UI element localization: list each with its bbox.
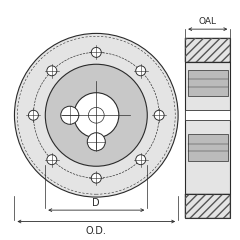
Bar	[188, 134, 228, 161]
Bar	[185, 62, 230, 194]
Circle shape	[154, 110, 164, 120]
Polygon shape	[185, 194, 230, 218]
Circle shape	[29, 110, 38, 120]
Circle shape	[47, 66, 57, 76]
Bar	[188, 70, 228, 96]
Circle shape	[87, 133, 105, 151]
Circle shape	[91, 48, 101, 57]
Circle shape	[91, 173, 101, 183]
Circle shape	[136, 66, 146, 76]
Circle shape	[45, 64, 147, 166]
Circle shape	[14, 33, 178, 197]
Circle shape	[136, 155, 146, 165]
Circle shape	[47, 155, 57, 165]
Text: D: D	[92, 198, 100, 208]
Circle shape	[74, 93, 119, 138]
Text: OAL: OAL	[199, 17, 217, 26]
Polygon shape	[185, 38, 230, 62]
Text: O.D.: O.D.	[86, 226, 107, 236]
Bar	[185, 110, 230, 120]
Circle shape	[61, 106, 79, 124]
